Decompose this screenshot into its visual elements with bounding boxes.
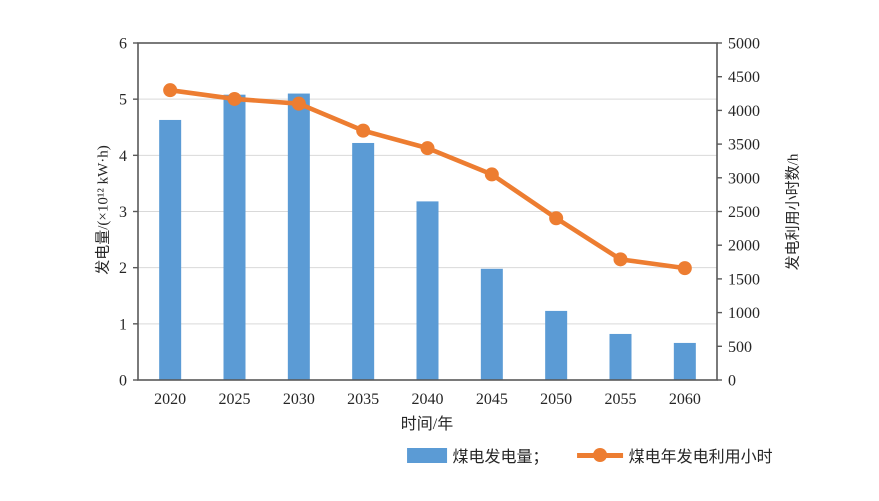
legend-bar-label: 煤电发电量； (452, 449, 549, 466)
legend: 煤电发电量； 煤电年发电利用小时 (406, 443, 773, 467)
left-tick-label: 5 (119, 92, 127, 109)
line-marker-2050 (549, 211, 564, 226)
line-marker-2035 (356, 123, 371, 138)
bar-2020 (159, 119, 182, 380)
right-tick-label: 4500 (728, 69, 760, 86)
left-tick-label: 0 (119, 373, 127, 390)
x-tick-label: 2040 (412, 391, 444, 408)
bar-2025 (223, 94, 246, 380)
bar-2060 (673, 342, 696, 380)
x-tick-label: 2030 (283, 391, 315, 408)
legend-line-marker-icon (576, 447, 623, 463)
right-tick-label: 2500 (728, 204, 760, 221)
line-marker-2020 (163, 83, 178, 98)
legend-bar-swatch-icon (406, 447, 447, 463)
left-tick-label: 4 (119, 148, 127, 165)
right-tick-label: 2000 (728, 238, 760, 255)
left-y-axis-title: 发电量/(×10¹² kW·h) (95, 145, 112, 275)
legend-line-dot (592, 448, 607, 462)
right-tick-label: 5000 (728, 36, 760, 53)
right-tick-label: 500 (728, 339, 752, 356)
x-tick-label: 2025 (219, 391, 251, 408)
right-y-axis-title: 发电利用小时数/h (785, 153, 802, 271)
right-tick-label: 0 (728, 373, 736, 390)
bar-2030 (287, 93, 310, 381)
right-tick-label: 3500 (728, 137, 760, 154)
right-tick-label: 1000 (728, 305, 760, 322)
bar-2055 (609, 333, 632, 380)
x-tick-label: 2050 (540, 391, 572, 408)
x-tick-label: 2035 (347, 391, 379, 408)
bar-2045 (480, 268, 503, 380)
x-tick-label: 2020 (154, 391, 186, 408)
bar-2035 (352, 142, 375, 380)
right-tick-label: 3000 (728, 170, 760, 187)
x-tick-label: 2055 (605, 391, 637, 408)
right-tick-label: 4000 (728, 103, 760, 120)
line-marker-2055 (613, 252, 628, 267)
left-tick-label: 3 (119, 204, 127, 221)
left-tick-label: 1 (119, 316, 127, 333)
left-tick-label: 2 (119, 260, 127, 277)
right-tick-label: 1500 (728, 271, 760, 288)
line-marker-2045 (484, 167, 499, 182)
line-marker-2060 (677, 261, 692, 276)
x-tick-label: 2060 (669, 391, 701, 408)
line-marker-2030 (291, 96, 306, 111)
legend-line-label: 煤电年发电利用小时 (628, 449, 773, 466)
x-axis-title: 时间/年 (400, 416, 454, 433)
line-marker-2040 (420, 141, 435, 156)
bar-2050 (545, 310, 568, 380)
x-tick-label: 2045 (476, 391, 508, 408)
bar-2040 (416, 201, 439, 380)
left-tick-label: 6 (119, 36, 127, 53)
line-marker-2025 (227, 91, 242, 106)
